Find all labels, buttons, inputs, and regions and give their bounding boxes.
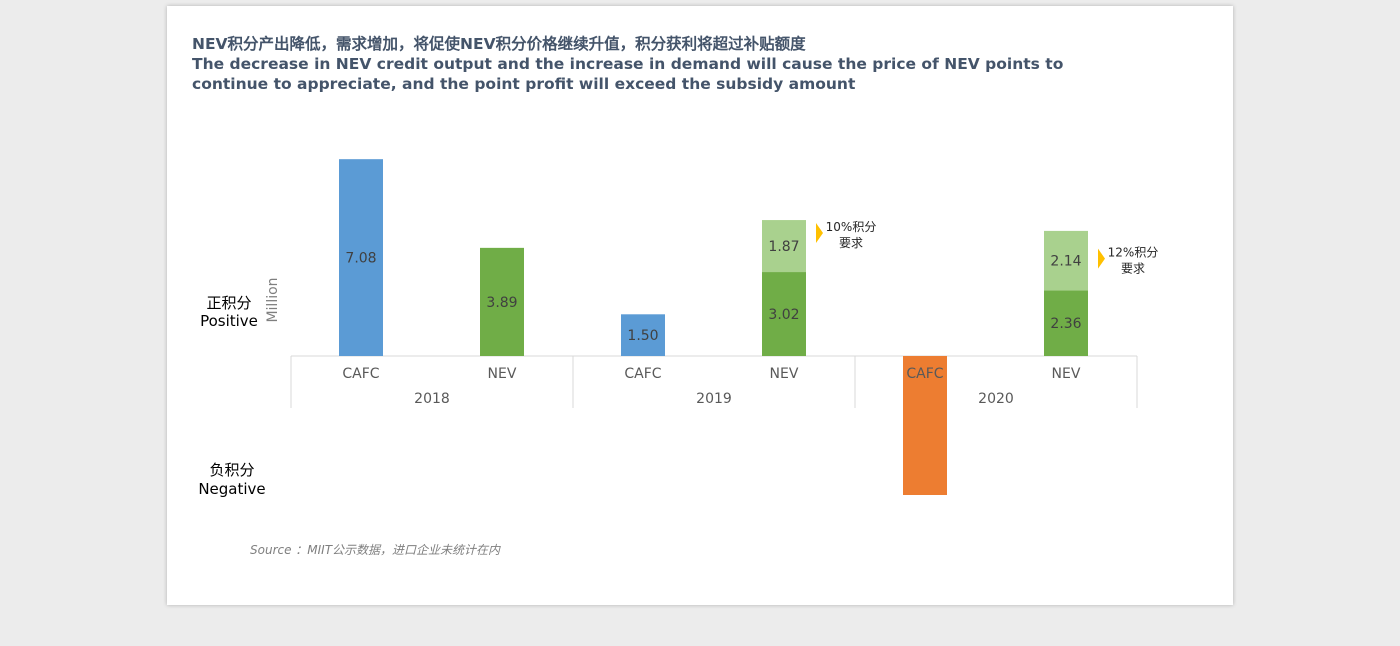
category-label: CAFC	[342, 366, 379, 382]
chevron-right-icon	[816, 223, 823, 244]
annotation-text: 要求	[839, 236, 863, 250]
group-label: 2019	[696, 391, 732, 407]
data-label: 3.02	[768, 307, 799, 323]
chevron-right-icon	[1098, 248, 1105, 269]
title-cn: NEV积分产出降低，需求增加，将促使NEV积分价格继续升值，积分获利将超过补贴额…	[192, 35, 806, 53]
annotation-text: 要求	[1121, 262, 1145, 276]
category-label: CAFC	[624, 366, 661, 382]
title-en: The decrease in NEV credit output and th…	[192, 55, 1064, 93]
data-label: 1.87	[768, 239, 799, 255]
bar-cafc	[903, 356, 947, 495]
data-label: 7.08	[345, 251, 376, 267]
bar-cafc	[621, 314, 665, 356]
data-label: 2.14	[1050, 254, 1081, 270]
positive-label-cn: 正积分	[206, 294, 251, 312]
y-axis-label: Million	[265, 277, 281, 322]
slide-card: NEV积分产出降低，需求增加，将促使NEV积分价格继续升值，积分获利将超过补贴额…	[167, 6, 1233, 605]
source-note: Source ：MIIT公示数据，进口企业未统计在内	[250, 543, 501, 557]
negative-label-cn: 负积分	[209, 461, 254, 479]
positive-label-en: Positive	[200, 312, 258, 330]
category-label: NEV	[488, 366, 517, 382]
annotation-text: 12%积分	[1108, 246, 1159, 260]
bar-requirement	[762, 220, 806, 273]
bar-nev	[762, 272, 806, 356]
category-label: NEV	[770, 366, 799, 382]
bar-nev	[480, 247, 524, 356]
data-label: 3.89	[486, 295, 517, 311]
negative-label-en: Negative	[198, 480, 265, 498]
bar-cafc	[339, 159, 383, 356]
bar-requirement	[1044, 230, 1088, 291]
group-label: 2020	[978, 391, 1014, 407]
group-label: 2018	[414, 391, 450, 407]
bar-nev	[1044, 290, 1088, 356]
category-label: NEV	[1052, 366, 1081, 382]
data-label: 1.50	[627, 328, 658, 344]
bar-chart: 7.08 CAFC 3.89 NEV 1.50 CAFC 3.02 1.87 NEV CAFC 2.…	[198, 159, 1159, 498]
data-label: 2.36	[1050, 316, 1081, 332]
category-label: CAFC	[906, 366, 943, 382]
annotation-text: 10%积分	[826, 220, 877, 234]
